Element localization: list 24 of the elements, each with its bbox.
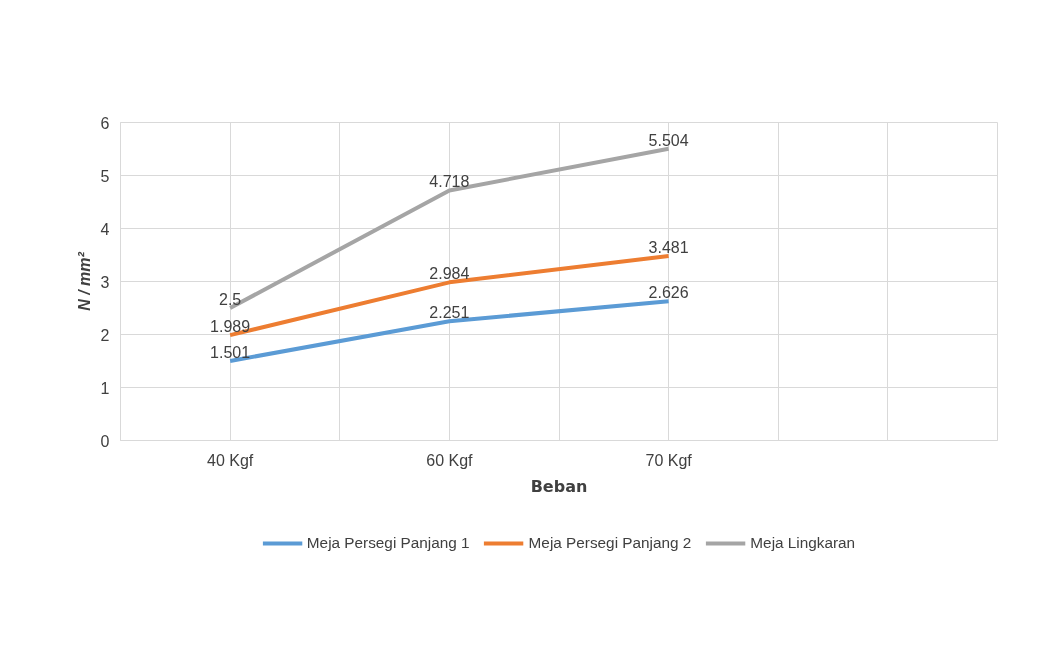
data-label: 2.251 — [429, 304, 470, 322]
data-label: 5.504 — [648, 131, 689, 149]
y-tick-label: 1 — [100, 379, 110, 397]
y-tick-label: 5 — [100, 167, 110, 185]
x-tick-label: 60 Kgf — [426, 451, 474, 469]
data-label: 2.5 — [219, 291, 242, 308]
y-tick-label: 3 — [100, 273, 110, 291]
y-tick-label: 2 — [100, 326, 110, 344]
data-label: 1.989 — [210, 318, 251, 336]
legend-label: Meja Lingkaran — [750, 534, 856, 552]
data-label: 2.626 — [648, 284, 689, 302]
x-axis-title: Beban — [530, 476, 588, 496]
x-tick-label: 70 Kgf — [645, 451, 693, 469]
y-tick-label: 4 — [100, 220, 110, 238]
data-label: 3.481 — [648, 239, 689, 257]
legend-label: Meja Persegi Panjang 2 — [528, 534, 692, 552]
data-label: 2.984 — [429, 265, 470, 283]
y-axis-title: N / mm² — [75, 251, 93, 311]
data-label: 1.501 — [210, 343, 251, 361]
x-tick-label: 40 Kgf — [207, 451, 254, 469]
y-tick-label: 0 — [100, 432, 110, 450]
legend-label: Meja Persegi Panjang 1 — [306, 534, 470, 552]
y-tick-label: 6 — [100, 114, 110, 132]
data-label: 4.718 — [429, 173, 470, 191]
